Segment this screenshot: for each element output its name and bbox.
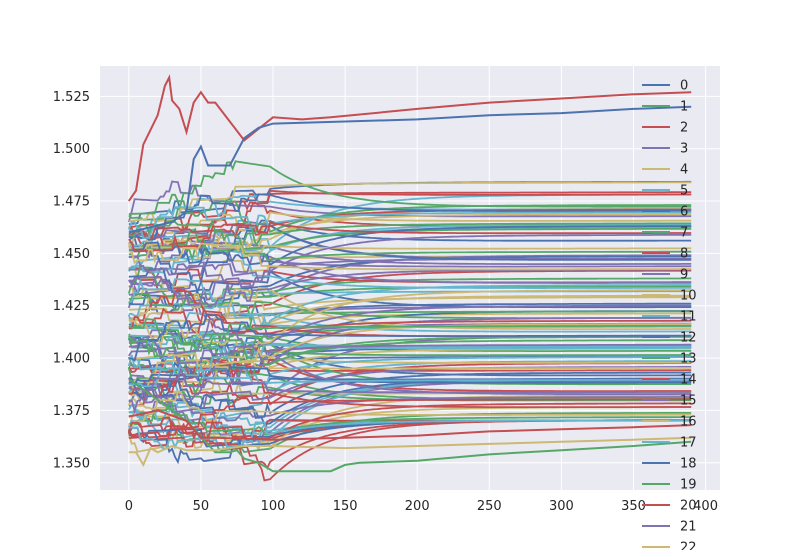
legend-label: 2 <box>680 121 688 136</box>
series-line <box>128 221 692 253</box>
series-line <box>127 233 692 260</box>
series-line <box>128 222 692 259</box>
legend-label: 7 <box>680 226 688 241</box>
y-tick-label: 1.475 <box>53 195 90 210</box>
series-line <box>128 193 692 234</box>
series-line <box>128 391 692 430</box>
series-line <box>128 208 692 240</box>
series-line <box>128 304 692 360</box>
legend-label: 4 <box>680 163 688 178</box>
y-tick-label: 1.500 <box>53 142 90 157</box>
series-line <box>128 378 692 473</box>
series-line <box>128 402 692 436</box>
legend-label: 0 <box>680 79 688 94</box>
series-line <box>128 242 692 271</box>
legend-label: 6 <box>680 205 688 220</box>
series-line <box>128 409 692 441</box>
series-line <box>127 337 692 395</box>
x-tick-label: 350 <box>621 499 646 514</box>
series-line <box>128 225 692 267</box>
series-line <box>128 341 692 389</box>
series-line <box>128 181 692 223</box>
x-tick-label: 300 <box>549 499 574 514</box>
legend-label: 13 <box>680 352 697 367</box>
series-line <box>128 402 692 444</box>
series-line <box>127 74 692 202</box>
y-tick-label: 1.525 <box>53 90 90 105</box>
series-line <box>128 313 692 362</box>
legend-label: 16 <box>680 415 697 430</box>
series-line <box>127 337 692 384</box>
series-line <box>128 224 692 294</box>
x-tick-label: 0 <box>125 499 133 514</box>
series-line <box>128 217 692 261</box>
series-line <box>128 343 692 365</box>
series-lines <box>127 74 692 482</box>
legend-label: 3 <box>680 142 688 157</box>
series-line <box>128 411 692 453</box>
series-line <box>128 355 692 394</box>
x-tick-label: 150 <box>333 499 358 514</box>
series-line <box>128 105 692 234</box>
legend-label: 21 <box>680 520 697 535</box>
series-line <box>128 343 692 376</box>
series-line <box>128 289 692 351</box>
series-line <box>127 322 692 358</box>
legend-label: 1 <box>680 100 688 115</box>
x-tick-label: 200 <box>405 499 430 514</box>
series-line <box>128 360 692 422</box>
legend-label: 20 <box>680 499 697 514</box>
series-line <box>128 371 692 420</box>
series-line <box>128 362 692 388</box>
series-line <box>128 307 692 335</box>
series-line <box>128 436 692 468</box>
series-line <box>128 358 692 407</box>
y-tick-label: 1.425 <box>53 299 90 314</box>
series-line <box>128 374 692 422</box>
legend-label: 9 <box>680 268 688 283</box>
series-line <box>128 367 692 401</box>
legend-label: 12 <box>680 331 697 346</box>
x-tick-label: 50 <box>193 499 210 514</box>
legend-label: 22 <box>680 541 697 550</box>
legend-label: 5 <box>680 184 688 199</box>
y-tick-label: 1.400 <box>53 352 90 367</box>
series-line <box>127 397 692 434</box>
series-line <box>128 318 692 366</box>
series-line <box>128 380 692 444</box>
legend-label: 14 <box>680 373 697 388</box>
legend-label: 10 <box>680 289 697 304</box>
y-tick-label: 1.350 <box>53 456 90 471</box>
legend-label: 11 <box>680 310 697 325</box>
legend-label: 18 <box>680 457 697 472</box>
series-line <box>128 235 692 265</box>
y-tick-label: 1.375 <box>53 404 90 419</box>
legend-label: 8 <box>680 247 688 262</box>
legend-label: 17 <box>680 436 697 451</box>
series-line <box>128 234 692 283</box>
axis-ticks: 0 50 100 150 200 250 300 350 400 1.350 1.375 1.400 1… <box>53 90 718 514</box>
y-tick-label: 1.450 <box>53 247 90 262</box>
legend-label: 19 <box>680 478 697 493</box>
series-line <box>128 269 692 309</box>
series-line <box>128 277 692 330</box>
series-line <box>128 193 692 241</box>
series-line <box>128 379 692 411</box>
x-tick-label: 100 <box>261 499 286 514</box>
legend-label: 15 <box>680 394 697 409</box>
series-line <box>127 206 692 240</box>
x-tick-label: 250 <box>477 499 502 514</box>
series-line <box>128 160 692 223</box>
x-tick-label: 400 <box>693 499 718 514</box>
